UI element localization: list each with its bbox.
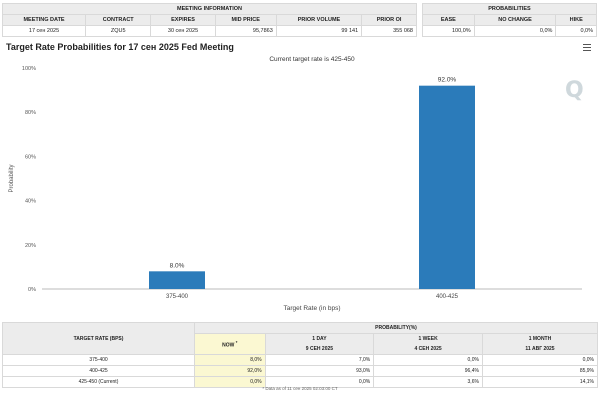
header-1-week: 1 WEEK 4 СЕН 2025	[373, 333, 483, 355]
no-change-value: 0,0%	[473, 25, 557, 37]
header-1-day-label: 1 DAY	[312, 336, 327, 342]
header-1-week-label: 1 WEEK	[418, 336, 438, 342]
chart-subtitle: Current target rate is 425-450	[269, 56, 355, 63]
header-1-month-label: 1 MONTH	[528, 336, 552, 342]
header-contract: CONTRACT	[85, 14, 152, 26]
bar	[419, 85, 475, 290]
expires-value: 30 сен 2025	[150, 25, 216, 37]
header-probability: PROBABILITY(%)	[194, 322, 598, 334]
header-now-asterisk: *	[235, 339, 238, 345]
table-row: 100,0% 0,0% 0,0%	[422, 25, 597, 37]
header-ease: EASE	[422, 14, 475, 26]
bar-chart: Current target rate is 425-450 0% 20% 40% 60…	[9, 56, 582, 312]
month-cell: 14,1%	[481, 376, 599, 388]
header-1-day: 1 DAY 9 СЕН 2025	[264, 333, 375, 355]
day-cell: 93,0%	[264, 365, 375, 377]
mid-price-value: 95,7863	[214, 25, 277, 37]
month-cell: 85,9%	[481, 365, 599, 377]
probabilities-table: PROBABILITIES EASE NO CHANGE HIKE 100,0%…	[422, 3, 597, 37]
ease-value: 100,0%	[422, 25, 475, 37]
y-axis-label: Probability	[9, 164, 15, 192]
hamburger-menu-icon[interactable]	[583, 44, 591, 51]
meeting-date-value: 17 сен 2025	[1, 25, 87, 37]
week-cell: 0,0%	[373, 354, 483, 366]
rate-cell: 425-450 (Current)	[2, 376, 195, 388]
header-prior-oi: PRIOR OI	[361, 14, 417, 26]
day-cell: 7,0%	[264, 354, 375, 366]
prior-oi-value: 355 068	[361, 25, 417, 37]
table-row: 425-450 (Current) 0,0% 0,0% 3,6% 14,1%	[2, 376, 599, 388]
header-1-month: 1 MONTH 11 АВГ 2025	[481, 333, 599, 355]
y-tick-label: 20%	[25, 243, 36, 249]
x-axis-label: Target Rate (in bps)	[283, 305, 340, 312]
x-tick-label: 400-425	[436, 294, 459, 300]
header-now: NOW *	[194, 333, 266, 355]
meeting-information-title: MEETING INFORMATION	[2, 3, 417, 15]
meeting-information-table: MEETING INFORMATION MEETING DATE CONTRAC…	[1, 3, 417, 37]
header-mid-price: MID PRICE	[214, 14, 277, 26]
y-tick-label: 40%	[25, 199, 36, 205]
y-tick-label: 80%	[25, 110, 36, 116]
bar-data-label: 92.0%	[438, 77, 457, 84]
y-tick-label: 60%	[25, 154, 36, 160]
q-logo: Q	[565, 78, 584, 103]
contract-value: ZQU5	[85, 25, 152, 37]
bar	[149, 271, 205, 289]
y-tick-label: 0%	[28, 287, 36, 293]
header-meeting-date: MEETING DATE	[1, 14, 87, 26]
hike-value: 0,0%	[555, 25, 597, 37]
now-cell: 8,0%	[194, 354, 266, 366]
data-timestamp-footnote: * Data as of 11 сен 2025 02:03:00 CT	[262, 386, 338, 391]
month-cell: 0,0%	[481, 354, 599, 366]
y-tick-label: 100%	[22, 66, 36, 72]
table-row: 375-400 8,0% 7,0% 0,0% 0,0%	[2, 354, 599, 366]
probabilities-title: PROBABILITIES	[422, 3, 597, 15]
header-1-week-date: 4 СЕН 2025	[414, 346, 442, 352]
rate-cell: 375-400	[2, 354, 195, 366]
bar-data-label: 8.0%	[170, 262, 185, 269]
header-expires: EXPIRES	[150, 14, 216, 26]
header-1-day-date: 9 СЕН 2025	[305, 346, 334, 352]
table-row: 400-425 92,0% 93,0% 96,4% 85,9%	[2, 365, 599, 377]
week-cell: 96,4%	[373, 365, 483, 377]
header-target-rate: TARGET RATE (BPS)	[2, 322, 195, 355]
header-now-label: NOW	[222, 342, 235, 349]
table-row: 17 сен 2025 ZQU5 30 сен 2025 95,7863 99 …	[1, 25, 417, 37]
header-1-month-date: 11 АВГ 2025	[525, 346, 555, 352]
header-hike: HIKE	[555, 14, 597, 26]
prior-volume-value: 99 141	[275, 25, 363, 37]
chart-title: Target Rate Probabilities for 17 сен 202…	[6, 42, 234, 52]
now-cell: 0,0%	[194, 376, 266, 388]
target-rate-probability-table: TARGET RATE (BPS) PROBABILITY(%) NOW * 1…	[2, 322, 599, 388]
now-cell: 92,0%	[194, 365, 266, 377]
header-prior-volume: PRIOR VOLUME	[275, 14, 363, 26]
rate-cell: 400-425	[2, 365, 195, 377]
header-no-change: NO CHANGE	[473, 14, 557, 26]
x-tick-label: 375-400	[166, 294, 189, 300]
